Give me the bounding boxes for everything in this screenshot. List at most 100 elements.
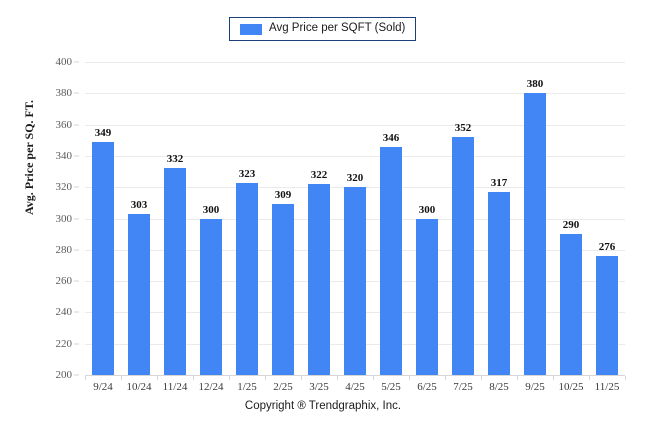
y-axis-tick-label: 380 bbox=[55, 87, 73, 100]
bar-column[interactable]: 300 bbox=[200, 62, 222, 375]
x-axis-tick-label: 10/25 bbox=[558, 381, 584, 393]
y-axis-tick-mark bbox=[74, 186, 79, 188]
x-axis-tick-mark bbox=[121, 376, 122, 380]
x-axis-tick-label: 11/25 bbox=[594, 381, 620, 393]
gridline bbox=[85, 155, 625, 157]
x-axis-tick-mark bbox=[445, 376, 446, 380]
x-axis-tick-label: 2/25 bbox=[273, 381, 293, 393]
x-axis-tick-label: 11/24 bbox=[162, 381, 188, 393]
bar-value-label: 309 bbox=[274, 189, 292, 202]
bar-value-label: 276 bbox=[598, 241, 616, 254]
y-axis-tick-mark bbox=[74, 61, 79, 63]
bar[interactable] bbox=[596, 256, 618, 375]
bar-value-label: 322 bbox=[310, 169, 328, 182]
bar[interactable] bbox=[344, 187, 366, 375]
y-axis-tick-mark bbox=[74, 92, 79, 94]
bar-value-label: 352 bbox=[454, 122, 472, 135]
bar-column[interactable]: 352 bbox=[452, 62, 474, 375]
bar-column[interactable]: 346 bbox=[380, 62, 402, 375]
bar-series: 349 303 332 300 323 309 322 320 346 300 352 317 380 2… bbox=[85, 62, 625, 375]
x-axis-tick-mark bbox=[409, 376, 410, 380]
bar-value-label: 300 bbox=[202, 203, 220, 216]
y-axis-tick-label: 260 bbox=[55, 275, 73, 288]
y-axis-tick-label: 400 bbox=[55, 56, 73, 68]
y-axis-tick-label: 220 bbox=[55, 337, 73, 350]
bar[interactable] bbox=[452, 137, 474, 375]
bar-column[interactable]: 349 bbox=[92, 62, 114, 375]
y-axis-tick-label: 280 bbox=[55, 243, 73, 256]
bar-value-label: 323 bbox=[238, 167, 256, 180]
gridline bbox=[85, 62, 625, 63]
x-axis-tick-mark bbox=[481, 376, 482, 380]
bar[interactable] bbox=[524, 93, 546, 375]
x-axis-tick-label: 1/25 bbox=[237, 381, 257, 393]
gridline bbox=[85, 93, 625, 95]
bar-column[interactable]: 276 bbox=[596, 62, 618, 375]
y-axis-tick-mark bbox=[74, 311, 79, 313]
y-axis-tick-mark bbox=[74, 218, 79, 219]
y-axis-tick-mark bbox=[74, 124, 79, 126]
x-axis-tick-mark bbox=[229, 376, 230, 380]
x-axis-tick-mark bbox=[265, 376, 266, 380]
bar-column[interactable]: 300 bbox=[416, 62, 438, 375]
chart-legend[interactable]: Avg Price per SQFT (Sold) bbox=[229, 17, 417, 41]
y-axis-tick-label: 320 bbox=[55, 181, 73, 194]
plot-area: 349 303 332 300 323 309 322 320 346 300 352 317 380 2… bbox=[85, 62, 625, 376]
x-axis-tick-label: 12/24 bbox=[198, 381, 224, 393]
bar-column[interactable]: 332 bbox=[164, 62, 186, 375]
bar-column[interactable]: 290 bbox=[560, 62, 582, 375]
bar[interactable] bbox=[128, 213, 150, 375]
bar-column[interactable]: 380 bbox=[524, 62, 546, 375]
legend-color-swatch bbox=[240, 23, 262, 35]
y-axis-tick-mark bbox=[74, 374, 79, 376]
bar-column[interactable]: 323 bbox=[236, 62, 258, 375]
x-axis-tick-label: 4/25 bbox=[345, 381, 365, 393]
bar-value-label: 349 bbox=[94, 126, 112, 139]
bar-column[interactable]: 309 bbox=[272, 62, 294, 375]
y-axis-title: Avg. Price per SQ. FT. bbox=[22, 100, 36, 215]
x-axis-tick-label: 6/25 bbox=[417, 381, 437, 393]
x-axis-tick-mark bbox=[193, 376, 194, 380]
bar-value-label: 320 bbox=[346, 172, 364, 185]
y-axis-tick-mark bbox=[74, 155, 79, 157]
bar[interactable] bbox=[380, 146, 402, 375]
bar-value-label: 303 bbox=[130, 198, 148, 211]
x-axis-tick-label: 5/25 bbox=[381, 381, 401, 393]
bar-column[interactable]: 320 bbox=[344, 62, 366, 375]
bar[interactable] bbox=[560, 234, 582, 375]
y-axis-tick-label: 240 bbox=[55, 306, 73, 319]
x-axis-labels: 9/24 10/24 11/24 12/24 1/25 2/25 3/25 4/25 5/25 6… bbox=[85, 376, 626, 396]
x-axis-tick-mark bbox=[517, 376, 518, 380]
bar-column[interactable]: 322 bbox=[308, 62, 330, 375]
x-axis-tick-label: 3/25 bbox=[309, 381, 329, 393]
y-axis-tick-mark bbox=[74, 343, 79, 345]
bar[interactable] bbox=[488, 191, 510, 375]
bar[interactable] bbox=[416, 218, 438, 375]
x-axis-tick-mark bbox=[373, 376, 374, 380]
bar[interactable] bbox=[200, 218, 222, 375]
x-axis-tick-label: 10/24 bbox=[126, 381, 152, 393]
x-axis-tick-mark bbox=[553, 376, 554, 380]
y-axis-tick-label: 340 bbox=[55, 149, 73, 162]
bar-value-label: 317 bbox=[490, 176, 508, 189]
y-axis-labels: 400 380 360 340 320 300 280 260 240 220 200 bbox=[0, 56, 85, 381]
bar-column[interactable]: 317 bbox=[488, 62, 510, 375]
bar-value-label: 332 bbox=[166, 153, 184, 166]
x-axis-tick-mark bbox=[625, 376, 626, 380]
x-axis-tick-label: 9/25 bbox=[525, 381, 545, 393]
bar-value-label: 300 bbox=[418, 203, 436, 216]
bar[interactable] bbox=[308, 184, 330, 375]
gridline bbox=[85, 375, 625, 376]
bar-value-label: 346 bbox=[382, 131, 400, 144]
y-axis-tick-label: 360 bbox=[55, 118, 73, 131]
x-axis-tick-label: 9/24 bbox=[93, 381, 113, 393]
bar[interactable] bbox=[236, 182, 258, 375]
bar[interactable] bbox=[92, 141, 114, 375]
y-axis-tick-label: 300 bbox=[55, 212, 73, 225]
bar[interactable] bbox=[164, 168, 186, 375]
x-axis-tick-mark bbox=[157, 376, 158, 380]
y-axis-tick-mark bbox=[74, 249, 79, 251]
bar-column[interactable]: 303 bbox=[128, 62, 150, 375]
bar[interactable] bbox=[272, 204, 294, 375]
